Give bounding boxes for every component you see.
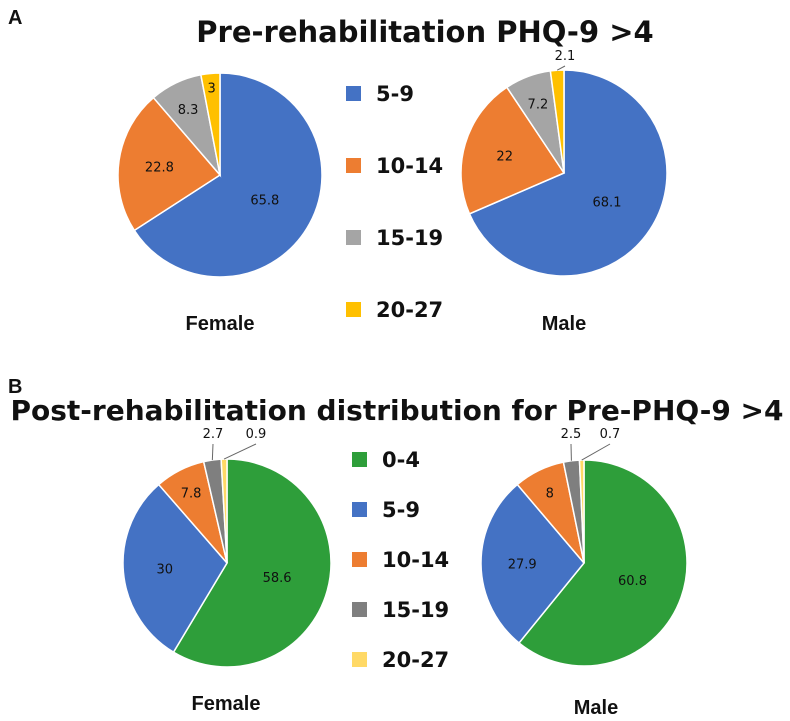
panel-a-title: Pre-rehabilitation PHQ-9 >4 [196,15,653,49]
pie-a-female-value-5-9: 65.8 [250,193,279,208]
pie-b-male-slice-0-4 [517,459,688,667]
legend-a-label-10-14: 10-14 [376,154,443,178]
pie-a-female-value-10-14: 22.8 [145,160,174,175]
pie-b-female-value-15-19: 2.7 [203,427,224,442]
legend-b-swatch-20-27 [352,652,367,667]
pie-b-female-slice-0-4 [172,458,332,668]
legend-b-label-0-4: 0-4 [382,448,420,472]
legend-b-label-20-27: 20-27 [382,648,449,672]
pie-b-male-label: Male [574,697,618,719]
pie-b-female-label: Female [192,693,261,715]
legend-a-swatch-15-19 [346,230,361,245]
legend-a-label-15-19: 15-19 [376,226,443,250]
pie-b-male-value-0-4: 60.8 [618,574,647,589]
pie-b-female-value-5-9: 30 [157,563,174,578]
pie-b-female: 58.6 30 7.8 2.7 0.9 [122,427,332,668]
pie-a-female: 65.8 22.8 8.3 3 [117,72,323,278]
pie-a-male-value-20-27: 2.1 [555,49,576,64]
legend-a-swatch-10-14 [346,158,361,173]
pie-b-female-value-10-14: 7.8 [181,487,202,502]
pie-b-male-leader-20-27 [581,443,611,461]
pie-b-female-value-0-4: 58.6 [263,571,292,586]
legend-a-swatch-5-9 [346,86,361,101]
panel-b: B Post-rehabilitation distribution for P… [8,376,784,719]
legend-b-swatch-0-4 [352,452,367,467]
legend-b-label-10-14: 10-14 [382,548,449,572]
pie-b-female-leader-20-27 [223,443,257,460]
pie-a-male-label: Male [542,313,586,335]
pie-a-female-slice-10-14 [117,96,222,232]
pie-a-male-value-5-9: 68.1 [593,195,622,210]
legend-a-label-20-27: 20-27 [376,298,443,322]
pie-a-female-slice-5-9 [133,72,323,278]
panel-a: A Pre-rehabilitation PHQ-9 >4 65.8 22.8 8.… [8,7,668,335]
legend-a-swatch-20-27 [346,302,361,317]
legend-b-swatch-5-9 [352,502,367,517]
pie-b-male-value-10-14: 8 [546,487,554,502]
pie-a-male-slice-10-14 [460,86,566,215]
legend-a: 5-9 10-14 15-19 20-27 [346,82,443,322]
pie-a-female-value-15-19: 8.3 [178,103,199,118]
pie-b-male-value-15-19: 2.5 [561,427,582,442]
legend-b-swatch-10-14 [352,552,367,567]
pie-b-female-value-20-27: 0.9 [246,427,267,442]
pie-a-male-slice-5-9 [468,69,668,277]
pie-b-male-value-20-27: 0.7 [600,427,621,442]
legend-a-label-5-9: 5-9 [376,82,414,106]
legend-b-swatch-15-19 [352,602,367,617]
pie-b-female-leader-15-19 [211,443,214,461]
pie-a-male-value-15-19: 7.2 [528,98,549,113]
legend-b-label-15-19: 15-19 [382,598,449,622]
pie-b-female-slice-5-9 [122,483,228,654]
pie-a-female-slice-20-27 [199,72,221,176]
pie-a-male-leader-20-27 [556,65,566,71]
panel-b-title: Post-rehabilitation distribution for Pre… [10,394,783,427]
pie-a-female-label: Female [186,313,255,335]
panel-b-letter: B [8,376,22,398]
pie-b-female-slice-20-27 [220,458,228,564]
panel-a-letter: A [8,7,22,29]
pie-a-male: 68.1 22 7.2 2.1 [460,49,668,277]
pie-b-male-slice-5-9 [480,483,585,644]
pie-b-male-value-5-9: 27.9 [508,558,537,573]
legend-b-label-5-9: 5-9 [382,498,420,522]
pie-b-male: 60.8 27.9 8 2.5 0.7 [480,427,688,667]
legend-b: 0-4 5-9 10-14 15-19 20-27 [352,448,449,672]
pie-a-male-value-10-14: 22 [496,150,513,165]
pie-a-female-value-20-27: 3 [208,82,216,97]
